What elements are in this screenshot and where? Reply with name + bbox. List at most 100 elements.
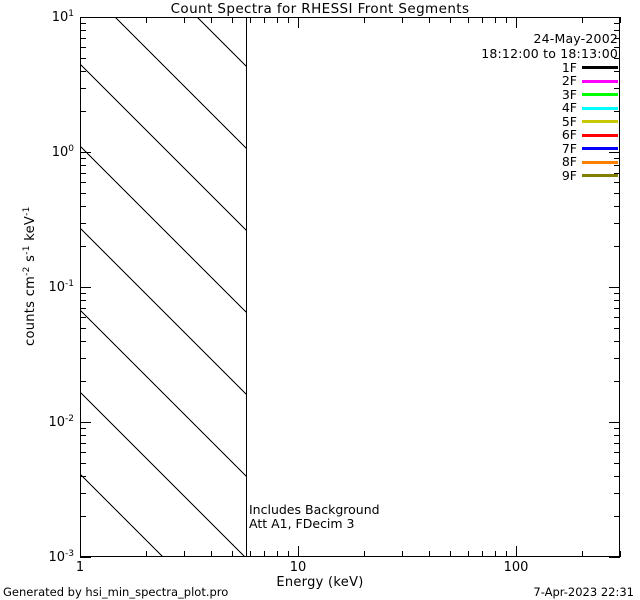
y-axis-tick <box>614 158 620 160</box>
y-tick-exponent: -3 <box>65 548 74 559</box>
y-axis-tick <box>614 451 620 454</box>
x-axis-tick <box>297 546 300 557</box>
y-axis-tick <box>614 30 620 32</box>
y-tick-exponent: 0 <box>68 143 74 154</box>
x-axis-tick <box>288 551 290 557</box>
y-axis-tick <box>80 111 86 113</box>
y-axis-tick <box>80 287 91 289</box>
y-axis-tick <box>80 435 86 437</box>
y-axis-tick <box>80 192 86 194</box>
legend-entry-5f: 5F <box>481 114 618 129</box>
x-axis-tick <box>581 551 583 557</box>
x-axis-tick <box>276 17 278 23</box>
x-axis-tick <box>264 17 266 23</box>
y-axis-tick <box>609 17 620 19</box>
annotation-line-1: Includes Background <box>249 502 380 517</box>
x-axis-tick <box>363 17 365 23</box>
y-tick-mantissa: 10 <box>51 145 69 161</box>
y-axis-tick <box>609 557 620 559</box>
y-axis-tick <box>80 300 86 302</box>
y-axis-title-exp-1: -2 <box>21 266 32 276</box>
y-axis-title-text-3: keV <box>23 215 39 246</box>
y-axis-tick <box>80 222 86 224</box>
y-axis-tick <box>609 287 620 289</box>
y-axis-tick <box>614 300 620 302</box>
y-tick-mantissa: 10 <box>48 280 66 296</box>
y-axis-tick <box>614 442 620 444</box>
x-axis-tick <box>80 17 82 28</box>
y-axis-tick <box>614 435 620 437</box>
y-axis-tick <box>614 475 620 477</box>
legend-entry-color-swatch <box>582 79 618 83</box>
y-axis-tick <box>80 381 86 383</box>
y-axis-tick <box>614 428 620 430</box>
x-axis-tick <box>402 17 404 23</box>
y-axis-tick <box>80 246 86 248</box>
y-axis-tick <box>80 475 86 477</box>
y-axis-tick <box>80 428 86 430</box>
y-axis-tick <box>80 307 86 309</box>
legend-entry-label: 3F <box>561 86 577 102</box>
x-axis-tick <box>450 551 452 557</box>
legend-entry-label: 2F <box>561 73 577 88</box>
y-tick-mantissa: 10 <box>51 10 69 26</box>
legend-entry-7f: 7F <box>481 140 618 156</box>
hatched-excluded-region <box>81 18 246 556</box>
x-axis-tick <box>467 17 469 23</box>
y-tick-exponent: -2 <box>65 413 74 424</box>
x-axis-tick <box>249 551 251 557</box>
x-axis-title: Energy (keV) <box>276 575 364 590</box>
y-axis-tick <box>614 192 620 194</box>
y-axis-tick <box>614 111 620 113</box>
legend-entry-color-swatch <box>582 174 618 178</box>
y-axis-tick <box>614 246 620 248</box>
y-axis-tick <box>80 172 86 174</box>
x-axis-tick <box>288 17 290 23</box>
x-axis-tick <box>494 551 496 557</box>
y-axis-tick <box>614 307 620 309</box>
x-axis-tick <box>429 17 431 23</box>
x-axis-tick-label: 10 <box>289 560 307 575</box>
legend-entry-4f: 4F <box>481 100 618 116</box>
x-axis-tick <box>515 546 518 557</box>
footer-generator-text: Generated by hsi_min_spectra_plot.pro <box>3 585 229 599</box>
legend-entry-label: 7F <box>561 140 577 156</box>
legend-date: 24-May-2002 <box>533 31 618 46</box>
legend-entry-color-swatch <box>582 147 618 151</box>
y-axis-tick <box>80 30 86 32</box>
plot-annotation: Includes Background Att A1, FDecim 3 <box>249 503 380 531</box>
y-axis-tick <box>80 422 91 424</box>
y-axis-title-text-2: s <box>23 254 39 267</box>
y-axis-tick <box>614 316 620 319</box>
y-axis-tick <box>614 87 620 89</box>
y-axis-tick-label: 100 <box>20 144 74 160</box>
y-axis-tick <box>80 451 86 454</box>
x-axis-tick <box>482 17 484 23</box>
y-axis-title-exp-3: -1 <box>21 206 32 216</box>
x-axis-tick <box>515 17 518 28</box>
y-axis-tick <box>614 381 620 383</box>
y-axis-tick <box>614 181 620 184</box>
hatch-region-boundary-line <box>246 18 248 556</box>
y-axis-tick <box>614 46 620 49</box>
y-axis-tick <box>614 492 620 494</box>
x-axis-tick <box>232 551 234 557</box>
y-axis-tick <box>80 23 86 25</box>
y-axis-tick <box>609 152 620 154</box>
y-axis-tick <box>80 70 86 72</box>
y-axis-tick-label: 10-2 <box>20 414 74 430</box>
x-axis-tick <box>482 551 484 557</box>
y-axis-tick <box>614 70 620 72</box>
legend-entry-label: 9F <box>561 167 577 183</box>
legend-entry-8f: 8F <box>481 154 618 170</box>
x-axis-tick <box>620 17 622 23</box>
x-axis-tick <box>211 551 213 557</box>
legend: 24-May-2002 18:12:00 to 18:13:00 1F 2F 3F 4… <box>481 31 618 183</box>
legend-entry-3f: 3F <box>481 86 618 102</box>
y-axis-title-exp-2: -1 <box>21 245 32 255</box>
y-axis-tick <box>80 442 86 444</box>
legend-entry-color-swatch <box>582 93 618 97</box>
x-axis-tick-label: 1 <box>75 560 85 575</box>
x-axis-tick <box>211 17 213 23</box>
y-axis-tick <box>80 316 86 319</box>
